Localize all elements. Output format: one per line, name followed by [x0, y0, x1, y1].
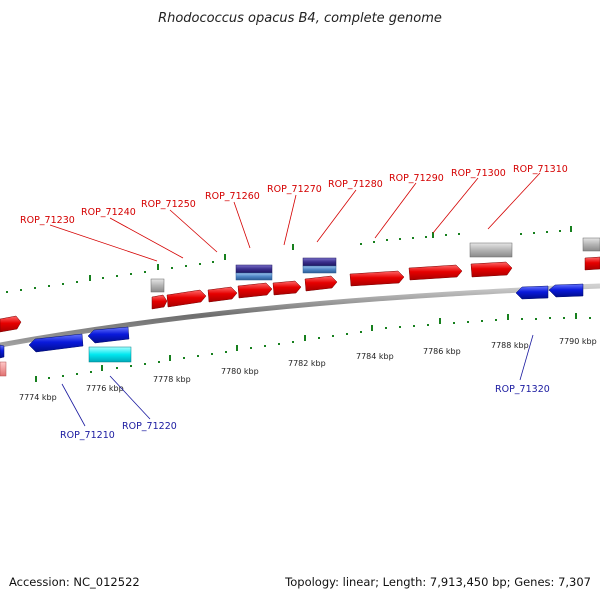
kbp-label: 7790 kbp	[559, 337, 597, 346]
kbp-label: 7780 kbp	[221, 367, 259, 376]
gene-arrow-forward[interactable]	[207, 286, 238, 303]
gene-label-reverse[interactable]: ROP_71210	[60, 430, 115, 441]
misc-feature-steel[interactable]	[302, 265, 337, 274]
forward-label-leaders	[49, 172, 541, 262]
kbp-label: 7776 kbp	[86, 384, 124, 393]
kbp-label: 7782 kbp	[288, 359, 326, 368]
gene-arrow-forward[interactable]	[408, 264, 463, 281]
gene-arrow-forward[interactable]	[166, 289, 207, 308]
gene-arrow-forward[interactable]	[470, 261, 513, 278]
rna-feature[interactable]	[582, 237, 600, 252]
reverse-features	[0, 346, 132, 377]
gene-label-forward[interactable]: ROP_71300	[451, 168, 506, 179]
reverse-tick-track	[35, 313, 591, 382]
gene-label-forward[interactable]: ROP_71310	[513, 164, 568, 175]
rna-feature-cyan[interactable]	[88, 346, 132, 363]
gene-arrow-reverse[interactable]	[0, 344, 5, 359]
gene-arrow-forward[interactable]	[0, 315, 22, 333]
gene-arrow-forward[interactable]	[151, 294, 168, 310]
gene-arrow-forward[interactable]	[272, 280, 302, 296]
kbp-label: 7788 kbp	[491, 341, 529, 350]
kbp-label: 7784 kbp	[356, 352, 394, 361]
gene-arrow-forward[interactable]	[237, 282, 273, 299]
kbp-scale-labels: 7774 kbp 7776 kbp 7778 kbp 7780 kbp 7782…	[19, 337, 597, 402]
rna-feature[interactable]	[469, 242, 513, 258]
reverse-label-leaders	[61, 334, 534, 427]
reverse-genes	[0, 283, 584, 359]
gene-arrow-reverse[interactable]	[548, 283, 584, 298]
misc-feature-pink[interactable]	[0, 361, 7, 377]
gene-label-reverse[interactable]: ROP_71220	[122, 421, 177, 432]
gene-arrow-forward[interactable]	[304, 275, 338, 292]
gene-arrow-forward[interactable]	[584, 256, 600, 271]
gene-label-forward[interactable]: ROP_71250	[141, 199, 196, 210]
kbp-label: 7774 kbp	[19, 393, 57, 402]
gene-arrow-forward[interactable]	[349, 270, 405, 287]
forward-genes	[0, 256, 600, 333]
kbp-label: 7778 kbp	[153, 375, 191, 384]
forward-tick-track	[6, 226, 572, 293]
gene-label-forward[interactable]: ROP_71270	[267, 184, 322, 195]
gene-arrow-reverse[interactable]	[28, 333, 84, 353]
misc-feature-purple[interactable]	[235, 264, 273, 274]
forward-gene-labels: ROP_71230 ROP_71240 ROP_71250 ROP_71260 …	[20, 164, 568, 226]
gene-label-forward[interactable]: ROP_71280	[328, 179, 383, 190]
gene-label-forward[interactable]: ROP_71260	[205, 191, 260, 202]
rna-feature[interactable]	[150, 278, 165, 293]
kbp-label: 7786 kbp	[423, 347, 461, 356]
misc-feature-purple[interactable]	[302, 257, 337, 267]
forward-features	[150, 237, 600, 293]
genome-summary-text: Topology: linear; Length: 7,913,450 bp; …	[284, 575, 591, 589]
gene-label-forward[interactable]: ROP_71240	[81, 207, 136, 218]
gene-label-reverse[interactable]: ROP_71320	[495, 384, 550, 395]
gene-arrow-reverse[interactable]	[87, 326, 130, 344]
gene-label-forward[interactable]: ROP_71230	[20, 215, 75, 226]
misc-feature-steel[interactable]	[235, 272, 273, 281]
reverse-gene-labels: ROP_71210 ROP_71220 ROP_71320	[60, 384, 550, 441]
gene-arrow-reverse[interactable]	[515, 285, 549, 300]
gene-label-forward[interactable]: ROP_71290	[389, 173, 444, 184]
accession-text: Accession: NC_012522	[9, 575, 140, 589]
genome-title: Rhodococcus opacus B4, complete genome	[158, 11, 442, 26]
